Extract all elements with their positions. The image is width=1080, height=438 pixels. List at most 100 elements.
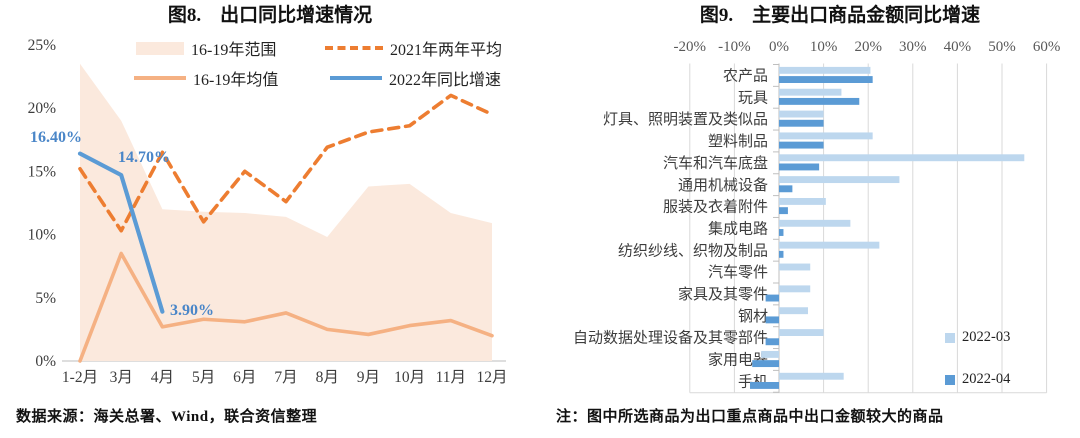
annotation-14-70: 14.70% <box>118 149 170 166</box>
bar-2022-03 <box>779 88 842 96</box>
x-tick-label: 10月 <box>394 369 425 386</box>
figure8-title: 图8. 出口同比增速情况 <box>167 5 373 26</box>
legend-item-range: 16-19年范围 <box>136 36 276 60</box>
y-tick-label: 15% <box>28 163 57 180</box>
bar-2022-03 <box>779 372 844 380</box>
bar-2022-03 <box>779 285 811 293</box>
bar-2022-04 <box>779 250 784 258</box>
bar-2022-03 <box>779 110 824 118</box>
category-label: 灯具、照明装置及类似品 <box>603 111 768 128</box>
x-tick-label: 3月 <box>110 369 133 386</box>
range-area-swatch <box>136 41 184 55</box>
figure8-plot: 25% 20% 15% 10% 5% 0% 1-2月 3月 4月 5月 6月 7月 8月 9月 10月 11月… <box>28 37 508 386</box>
bar-2022-03 <box>779 132 873 140</box>
bar-2022-04 <box>752 360 779 368</box>
y-tick-label: 20% <box>28 100 57 117</box>
bar-2022-03 <box>779 219 851 227</box>
x-tick-label: -20% <box>674 39 707 55</box>
legend-label: 2022年同比增速 <box>389 72 502 89</box>
bar-2022-04 <box>779 163 820 171</box>
category-label: 塑料制品 <box>708 133 768 150</box>
bar-2022-03 <box>779 241 880 249</box>
y-tick-label: 25% <box>28 37 57 54</box>
blue-line-swatch <box>330 76 382 80</box>
blue-square-swatch <box>945 374 955 385</box>
legend-item-2022-04: 2022-04 <box>945 371 1010 388</box>
legend-label: 2022-04 <box>962 371 1011 387</box>
category-label: 农产品 <box>723 68 768 85</box>
dashed-line-swatch <box>325 46 383 50</box>
category-label: 通用机械设备 <box>678 177 768 194</box>
category-label: 集成电路 <box>708 220 768 237</box>
x-tick-label: 8月 <box>316 369 339 386</box>
category-label: 纺织纱线、织物及制品 <box>618 242 768 259</box>
x-tick-label: 11月 <box>436 369 466 386</box>
figure9-note: 注：图中所选商品为出口重点商品中出口金额较大的商品 <box>556 409 944 425</box>
category-label: 家具及其零件 <box>678 286 768 303</box>
category-label: 自动数据处理设备及其零部件 <box>573 330 768 347</box>
bar-2022-03 <box>761 350 779 358</box>
growth-2022-line <box>77 151 165 314</box>
bar-2022-03 <box>779 263 811 271</box>
bar-2022-04 <box>779 76 873 83</box>
x-tick-label: 0% <box>769 39 789 55</box>
bar-2022-03 <box>779 154 1025 162</box>
mean-16-19-line <box>78 251 494 363</box>
bar-2022-03 <box>779 329 824 336</box>
figure9-plot: -20% -10% 0% 10% 20% 30% 40% 50% 60% 农产品玩具灯具、照明装置… <box>573 39 1061 394</box>
x-tick-label: 12月 <box>476 369 507 386</box>
bar-2022-04 <box>765 294 779 302</box>
x-tick-label: 40% <box>944 39 972 55</box>
y-tick-label: 5% <box>35 290 56 307</box>
x-tick-label: 4月 <box>151 369 174 386</box>
annotation-3-90: 3.90% <box>170 302 214 319</box>
bar-2022-04 <box>779 119 824 127</box>
x-tick-label: 10% <box>810 39 838 55</box>
avg-2021-dashed-line <box>78 93 494 233</box>
x-tick-label: 5月 <box>192 369 215 386</box>
category-label: 钢材 <box>738 308 768 325</box>
x-tick-label: 30% <box>899 39 927 55</box>
x-tick-label: 50% <box>988 39 1016 55</box>
x-tick-label: 6月 <box>233 369 256 386</box>
bar-2022-04 <box>779 185 793 193</box>
legend-item-2022-growth: 2022年同比增速 <box>330 66 501 90</box>
x-tick-label: 7月 <box>274 369 297 386</box>
x-tick-label: 1-2月 <box>62 369 98 386</box>
legend-label: 16-19年范围 <box>191 42 277 59</box>
category-label: 汽车和汽车底盘 <box>663 154 768 172</box>
x-tick-label: 60% <box>1033 39 1061 55</box>
legend-label: 2021年两年平均 <box>390 42 503 59</box>
x-tick-label: 20% <box>854 39 882 55</box>
y-tick-label: 10% <box>28 227 57 244</box>
annotation-16-40: 16.40% <box>30 129 82 146</box>
legend-item-2022-03: 2022-03 <box>945 329 1010 346</box>
category-label: 汽车零件 <box>708 264 768 281</box>
y-tick-label: 0% <box>35 353 56 370</box>
x-tick-label: -10% <box>718 39 751 55</box>
light-blue-square-swatch <box>945 332 955 343</box>
bar-2022-03 <box>779 307 808 315</box>
legend-label: 16-19年均值 <box>193 72 279 89</box>
bar-2022-04 <box>779 141 824 149</box>
bar-2022-04 <box>779 229 784 236</box>
bar-2022-04 <box>779 97 860 105</box>
orange-line-swatch <box>134 76 186 80</box>
bar-2022-04 <box>779 207 788 215</box>
range-area <box>80 63 492 361</box>
x-tick-label: 9月 <box>357 369 380 386</box>
bar-2022-03 <box>779 66 871 74</box>
category-label: 服装及衣着附件 <box>663 199 768 216</box>
bar-2022-04 <box>765 316 779 324</box>
legend-item-16-19-mean: 16-19年均值 <box>134 66 278 90</box>
legend-label: 2022-03 <box>962 329 1011 345</box>
legend-item-2021-avg: 2021年两年平均 <box>325 36 502 60</box>
figure8-source-note: 数据来源：海关总署、Wind，联合资信整理 <box>16 409 318 425</box>
category-label: 玩具 <box>738 90 768 106</box>
bar-2022-03 <box>779 198 826 205</box>
figure9-title: 图9. 主要出口商品金额同比增速 <box>699 5 981 26</box>
bar-2022-03 <box>779 176 900 184</box>
bar-2022-04 <box>750 382 779 389</box>
